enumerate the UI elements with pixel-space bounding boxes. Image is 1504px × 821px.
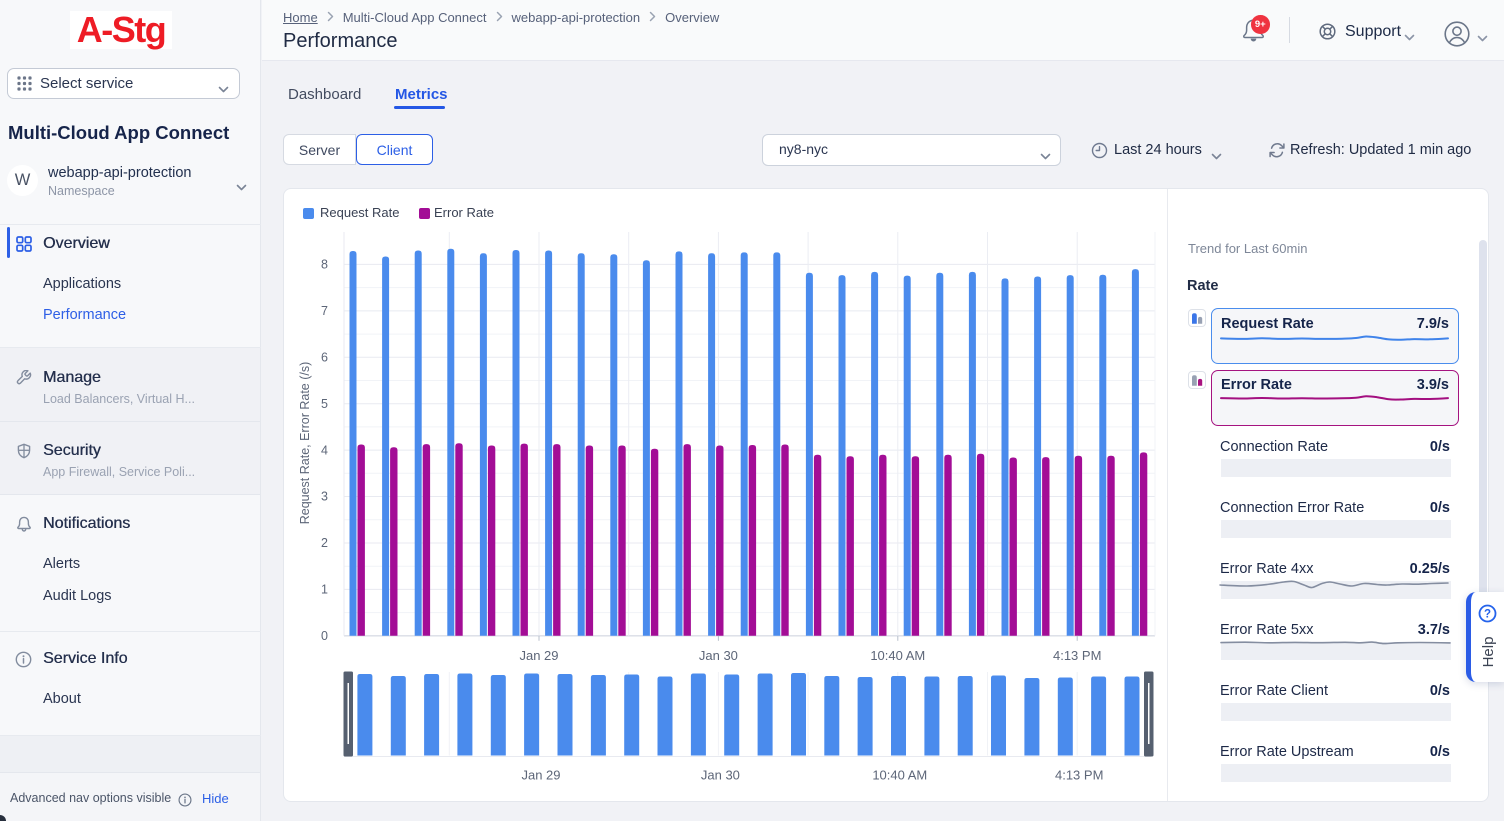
svg-text:6: 6	[321, 351, 328, 365]
svg-text:Request Rate, Error Rate (/s): Request Rate, Error Rate (/s)	[298, 362, 312, 525]
svg-text:Jan 30: Jan 30	[699, 648, 738, 663]
svg-text:Jan 29: Jan 29	[521, 768, 560, 783]
svg-text:10:40 AM: 10:40 AM	[872, 768, 927, 783]
svg-text:2: 2	[321, 536, 328, 550]
svg-text:4: 4	[321, 443, 328, 457]
svg-text:Jan 30: Jan 30	[701, 768, 740, 783]
svg-text:8: 8	[321, 258, 328, 272]
svg-text:0: 0	[321, 629, 328, 643]
svg-text:Jan 29: Jan 29	[519, 648, 558, 663]
svg-text:7: 7	[321, 304, 328, 318]
svg-text:10:40 AM: 10:40 AM	[870, 648, 925, 663]
svg-text:4:13 PM: 4:13 PM	[1053, 648, 1101, 663]
svg-text:5: 5	[321, 397, 328, 411]
svg-text:3: 3	[321, 490, 328, 504]
svg-text:4:13 PM: 4:13 PM	[1055, 768, 1103, 783]
svg-text:1: 1	[321, 583, 328, 597]
svg-text:?: ?	[1484, 609, 1491, 621]
